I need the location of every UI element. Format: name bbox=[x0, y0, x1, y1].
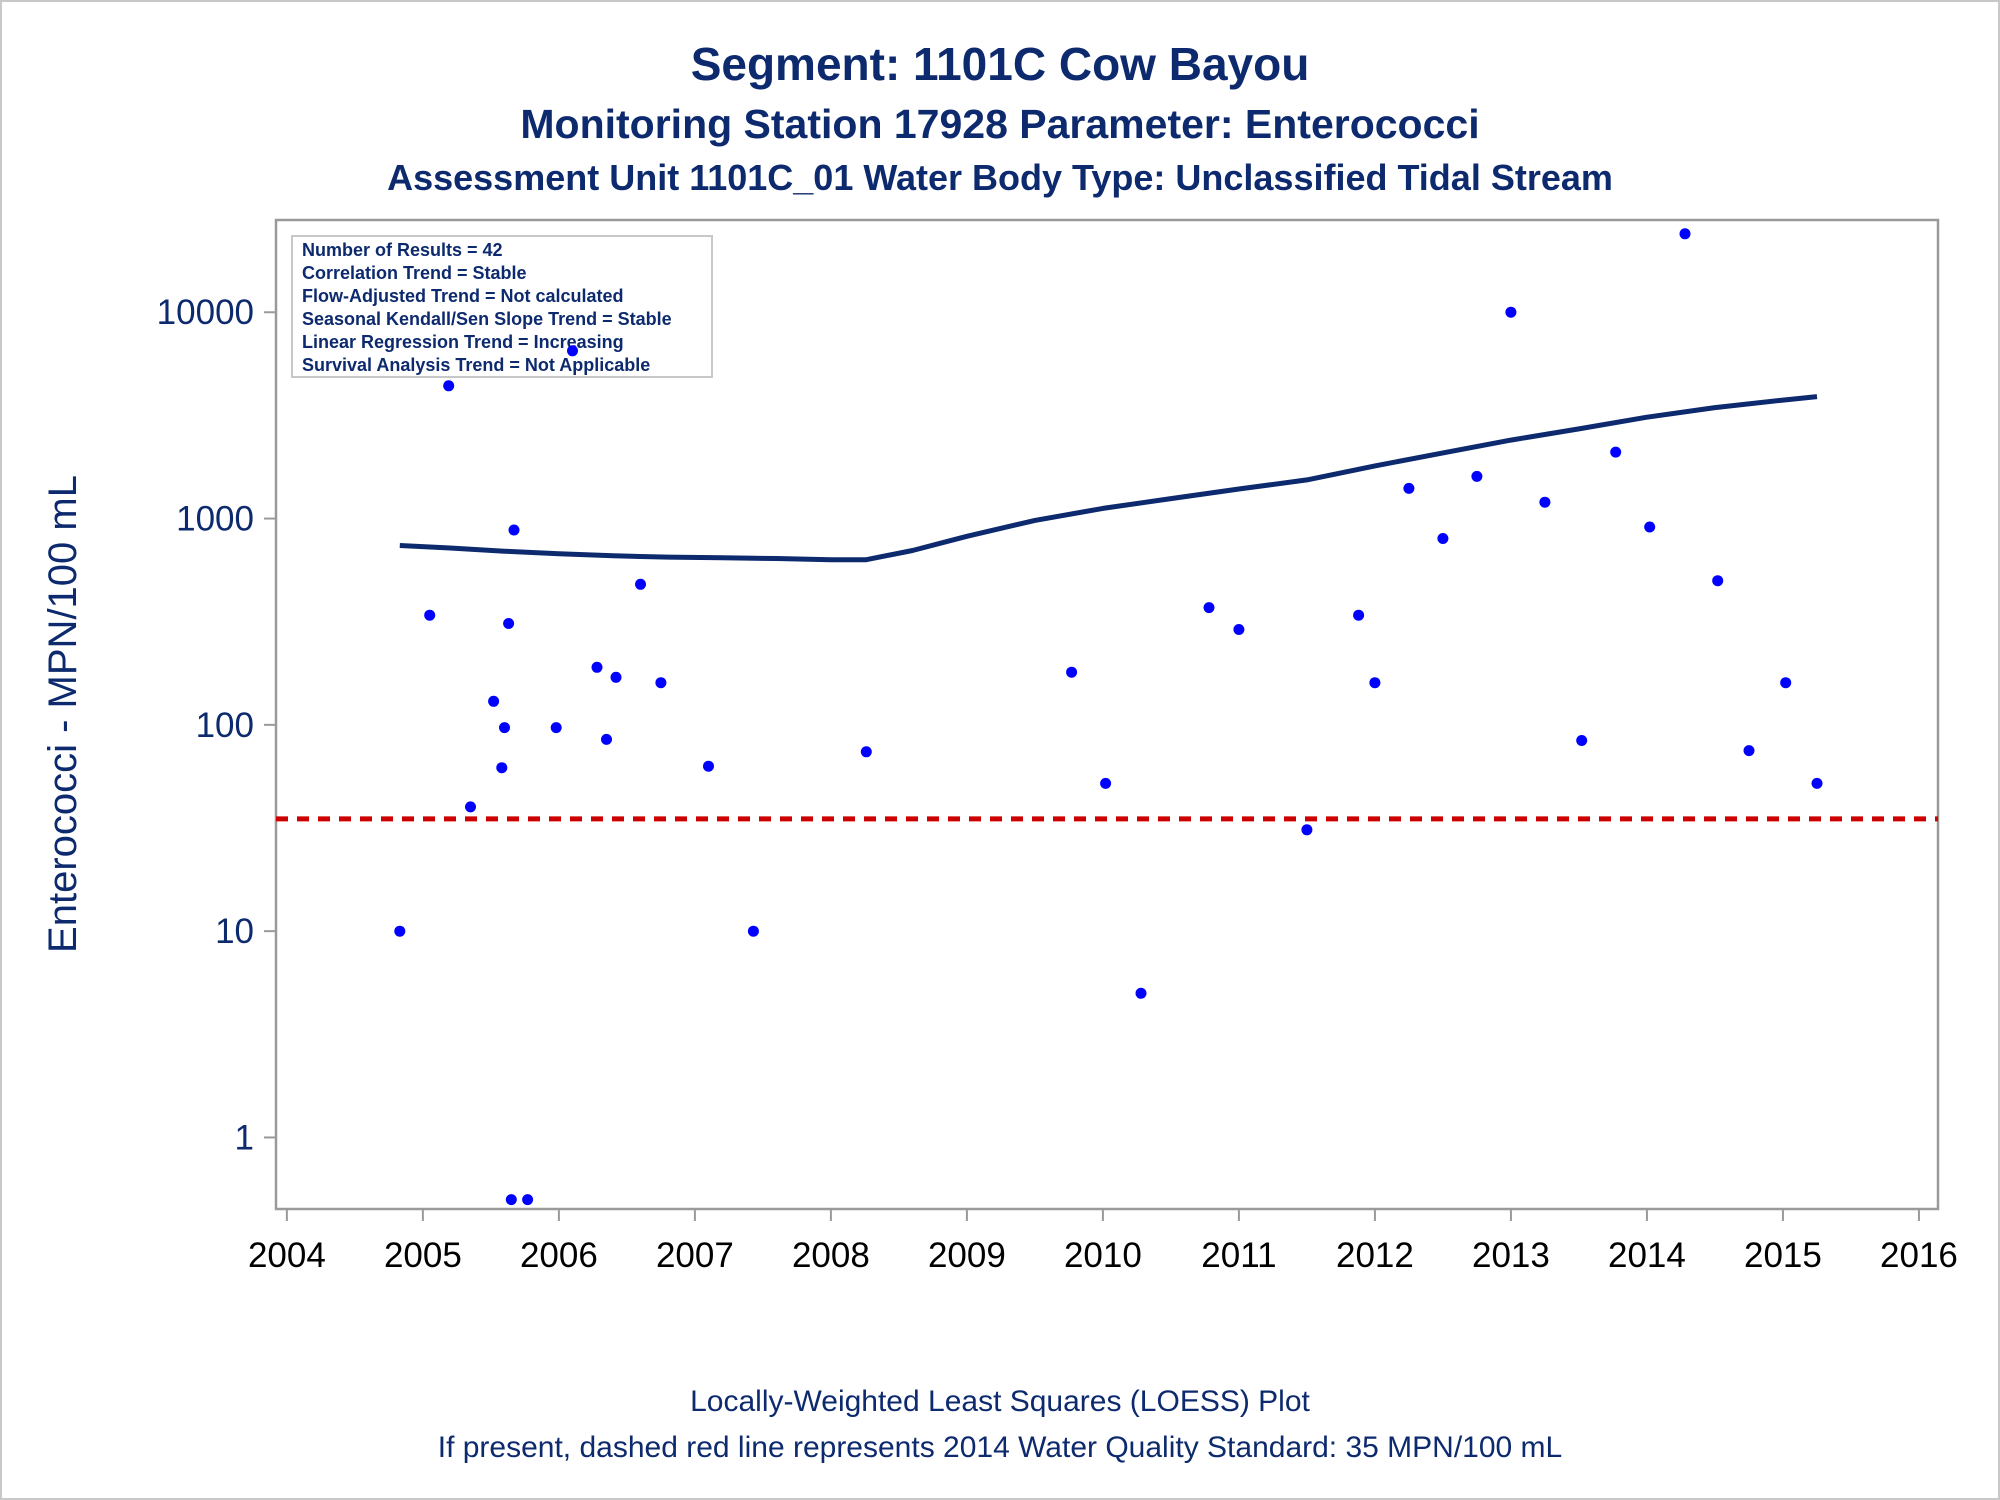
x-tick-label: 2014 bbox=[1608, 1236, 1686, 1275]
data-point bbox=[465, 801, 476, 813]
data-point bbox=[1712, 575, 1724, 587]
legend-line-4: Seasonal Kendall/Sen Slope Trend = Stabl… bbox=[302, 309, 672, 329]
data-point bbox=[1780, 677, 1792, 689]
data-point bbox=[703, 760, 714, 772]
x-tick-label: 2007 bbox=[656, 1236, 734, 1275]
chart-subtitle-2: Assessment Unit 1101C_01 Water Body Type… bbox=[387, 157, 1613, 198]
data-point bbox=[503, 618, 515, 629]
x-tick-label: 2013 bbox=[1472, 1236, 1550, 1275]
data-point bbox=[655, 677, 667, 689]
data-point bbox=[1233, 624, 1245, 635]
footnote-1: Locally-Weighted Least Squares (LOESS) P… bbox=[690, 1385, 1310, 1418]
data-point bbox=[496, 762, 508, 774]
chart-title: Segment: 1101C Cow Bayou bbox=[691, 38, 1310, 90]
x-axis: 2004 2005 2006 2007 2008 2009 2010 2011 2012 2013… bbox=[248, 1209, 1958, 1275]
footnote-2: If present, dashed red line represents 2… bbox=[438, 1431, 1563, 1464]
x-tick-label: 2008 bbox=[792, 1236, 870, 1275]
data-point bbox=[522, 1194, 534, 1206]
data-point bbox=[860, 746, 872, 758]
data-point bbox=[443, 380, 455, 392]
data-point bbox=[1811, 777, 1823, 789]
legend-line-3: Flow-Adjusted Trend = Not calculated bbox=[302, 286, 624, 306]
x-tick-label: 2005 bbox=[384, 1236, 462, 1275]
data-point bbox=[601, 733, 612, 745]
data-point bbox=[394, 925, 406, 937]
data-point bbox=[1100, 777, 1112, 789]
data-point bbox=[1203, 602, 1215, 614]
legend-line-6: Survival Analysis Trend = Not Applicable bbox=[302, 355, 650, 375]
data-point bbox=[1066, 666, 1078, 678]
data-point bbox=[1610, 446, 1622, 458]
x-tick-label: 2004 bbox=[248, 1236, 326, 1275]
data-point bbox=[567, 345, 578, 357]
data-point bbox=[505, 1194, 517, 1206]
data-point bbox=[488, 695, 500, 707]
data-point bbox=[1679, 228, 1691, 240]
legend-line-5: Linear Regression Trend = Increasing bbox=[302, 332, 624, 352]
data-point bbox=[499, 722, 510, 734]
y-tick-label: 1000 bbox=[176, 500, 254, 539]
data-point bbox=[1403, 482, 1415, 494]
data-point bbox=[1135, 987, 1147, 999]
data-point bbox=[635, 578, 646, 590]
plot-area bbox=[274, 218, 1940, 1211]
x-tick-label: 2015 bbox=[1744, 1236, 1822, 1275]
x-tick-label: 2010 bbox=[1064, 1236, 1142, 1275]
data-point bbox=[1301, 824, 1313, 836]
y-tick-label: 10000 bbox=[157, 293, 254, 332]
data-point bbox=[1644, 521, 1656, 533]
x-tick-label: 2006 bbox=[520, 1236, 598, 1275]
chart-marks bbox=[276, 228, 1938, 1206]
y-tick-label: 1 bbox=[235, 1118, 254, 1157]
y-axis: 1 10 100 1000 10000 bbox=[157, 293, 276, 1157]
data-point bbox=[1576, 735, 1588, 746]
legend-line-2: Correlation Trend = Stable bbox=[302, 263, 527, 283]
legend-box: Number of Results = 42 Correlation Trend… bbox=[291, 235, 713, 378]
legend-frame bbox=[291, 235, 713, 378]
data-point bbox=[747, 925, 759, 937]
y-tick-label: 100 bbox=[196, 706, 254, 745]
data-point bbox=[610, 671, 622, 683]
x-tick-label: 2009 bbox=[928, 1236, 1006, 1275]
y-axis-label: Enterococci - MPN/100 mL bbox=[41, 475, 85, 953]
loess-line bbox=[399, 394, 1818, 563]
data-point bbox=[550, 722, 562, 734]
chart-subtitle: Monitoring Station 17928 Parameter: Ente… bbox=[520, 101, 1479, 147]
data-point bbox=[1539, 496, 1551, 508]
data-point bbox=[1471, 470, 1483, 482]
data-point bbox=[1353, 609, 1365, 621]
data-point bbox=[424, 609, 436, 621]
data-point bbox=[1437, 533, 1449, 544]
legend-line-1: Number of Results = 42 bbox=[302, 240, 503, 260]
data-point bbox=[508, 524, 520, 536]
x-tick-label: 2011 bbox=[1201, 1236, 1276, 1275]
data-point bbox=[591, 661, 603, 673]
data-point bbox=[1505, 306, 1517, 318]
x-tick-label: 2012 bbox=[1336, 1236, 1414, 1275]
data-point bbox=[1743, 745, 1755, 757]
y-tick-label: 10 bbox=[215, 912, 254, 951]
data-point bbox=[1369, 677, 1381, 689]
x-tick-label: 2016 bbox=[1880, 1236, 1958, 1275]
